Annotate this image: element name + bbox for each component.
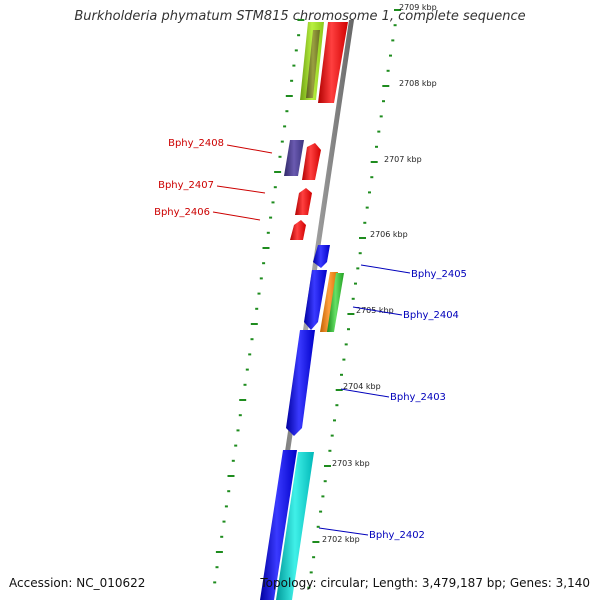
tick-label: 2707 kbp <box>384 155 422 164</box>
gene-feature-bphy-2406 <box>290 220 306 240</box>
gene-feature-bphy-2407 <box>295 188 312 215</box>
gene-feature-purple <box>284 140 304 176</box>
leader-line-bphy-2402 <box>318 527 369 536</box>
gene-feature-blue-lower <box>260 450 297 600</box>
label-leader-lines <box>212 144 411 536</box>
forward-strand-features <box>260 245 344 600</box>
gene-feature-orange <box>320 272 338 332</box>
gene-label-right: Bphy_2404 <box>403 310 459 321</box>
tick-label: 2706 kbp <box>370 230 408 239</box>
gene-label-left: Bphy_2406 <box>154 207 210 218</box>
tick-label: 2703 kbp <box>332 459 370 468</box>
gene-feature-bphy-2403 <box>286 330 315 436</box>
gene-feature-bphy-2405 <box>313 245 330 268</box>
tick-label: 2709 kbp <box>399 3 437 12</box>
gene-label-right: Bphy_2402 <box>369 530 425 541</box>
tick-label: 2702 kbp <box>322 535 360 544</box>
gene-feature-bphy-2402 <box>276 452 314 600</box>
gene-label-left: Bphy_2407 <box>158 180 214 191</box>
leader-line-bphy-2407 <box>216 185 266 194</box>
map-title: Burkholderia phymatum STM815 chromosome … <box>74 9 526 24</box>
leader-line-bphy-2405 <box>360 264 411 274</box>
tick-label: 2708 kbp <box>399 79 437 88</box>
leader-line-bphy-2406 <box>212 211 261 221</box>
reverse-strand-features <box>284 22 348 240</box>
gene-label-right: Bphy_2405 <box>411 269 467 280</box>
gene-label-right: Bphy_2403 <box>390 392 446 403</box>
gene-feature-green <box>327 273 344 332</box>
gene-feature-bphy-2404 <box>304 270 327 330</box>
leader-line-bphy-2403 <box>340 388 390 398</box>
accession-text: Accession: NC_010622 <box>9 576 146 590</box>
gene-label-left: Bphy_2408 <box>168 138 224 149</box>
gene-feature-red-top <box>318 22 348 103</box>
scale-ticks <box>213 9 401 589</box>
gene-feature-bphy-2408 <box>302 143 321 180</box>
summary-text: Topology: circular; Length: 3,479,187 bp… <box>260 576 590 590</box>
gene-feature-olive <box>306 30 320 98</box>
tick-label: 2704 kbp <box>343 382 381 391</box>
leader-line-bphy-2404 <box>352 306 403 316</box>
gene-labels: Bphy_2408 Bphy_2407 Bphy_2406 Bphy_2405 … <box>154 138 467 541</box>
leader-line-bphy-2408 <box>226 144 273 154</box>
